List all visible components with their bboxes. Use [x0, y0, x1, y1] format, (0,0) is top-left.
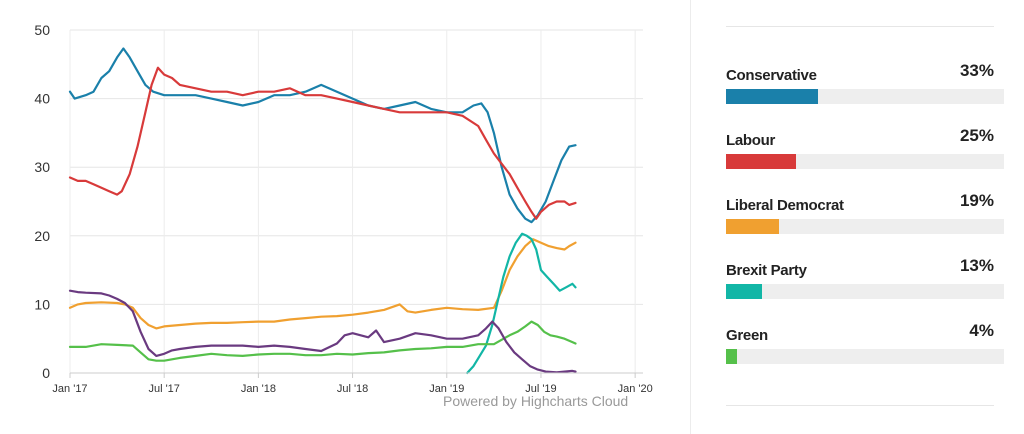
party-percent: 19%: [959, 191, 994, 210]
y-tick-label: 10: [34, 296, 50, 312]
percent-bar-fill: [726, 349, 737, 364]
series-layer: [68, 47, 577, 375]
party-name: Labour: [726, 132, 776, 149]
axis-layer: 0 10 20 30 40 50 Jan '17 Jul '17 Jan '18 Jul '18 J…: [34, 22, 652, 395]
panel-divider: [690, 0, 691, 434]
x-tick-label: Jan '18: [241, 383, 276, 395]
percent-bar-track: [726, 349, 1004, 364]
grid-layer: [69, 29, 643, 374]
highcharts-credits[interactable]: Powered by Highcharts Cloud: [443, 393, 629, 409]
series-line-green[interactable]: [68, 320, 577, 362]
poll-tracker-chart: 0 10 20 30 40 50 Jan '17 Jul '17 Jan '18 Jul '18 J…: [34, 22, 652, 395]
party-percent: 33%: [959, 61, 994, 80]
party-row-labour: Labour 25%: [726, 126, 1004, 182]
party-row-conservative: Conservative 33%: [726, 61, 1004, 117]
x-tick-label: Jan '20: [618, 383, 653, 395]
series-line-labour[interactable]: [68, 66, 577, 220]
percent-bar-fill: [726, 219, 779, 234]
party-name: Green: [726, 327, 768, 344]
y-tick-label: 20: [34, 228, 50, 244]
party-row-green: Green 4%: [726, 321, 1004, 377]
party-percent: 25%: [959, 126, 994, 145]
x-tick-label: Jan '19: [429, 383, 464, 395]
percent-bar-track: [726, 89, 1004, 104]
percent-bar-track: [726, 219, 1004, 234]
party-name: Conservative: [726, 67, 817, 84]
party-name: Liberal Democrat: [726, 197, 844, 214]
percent-bar-fill: [726, 89, 818, 104]
x-tick-label: Jan '17: [52, 383, 87, 395]
summary-panel: Conservative 33% Labour 25% Liberal Democrat…: [691, 0, 1024, 434]
party-percent: 4%: [969, 321, 994, 340]
y-tick-label: 40: [34, 91, 50, 107]
percent-bar-fill: [726, 154, 796, 169]
summary-top-divider: [726, 26, 994, 27]
x-tick-label: Jul '17: [148, 383, 179, 395]
series-line-liberal-democrat[interactable]: [68, 238, 577, 330]
party-row-liberal-democrat: Liberal Democrat 19%: [726, 191, 1004, 247]
percent-bar-track: [726, 154, 1004, 169]
series-line-conservative[interactable]: [68, 47, 577, 224]
series-line-ukip[interactable]: [68, 289, 577, 374]
party-percent: 13%: [959, 256, 994, 275]
x-tick-label: Jul '19: [525, 383, 556, 395]
party-name: Brexit Party: [726, 262, 807, 279]
x-tick-label: Jul '18: [337, 383, 368, 395]
series-line-brexit-party[interactable]: [466, 232, 577, 375]
y-tick-label: 50: [34, 22, 50, 38]
y-tick-label: 30: [34, 159, 50, 175]
party-row-brexit-party: Brexit Party 13%: [726, 256, 1004, 312]
percent-bar-track: [726, 284, 1004, 299]
summary-bottom-divider: [726, 405, 994, 406]
chart-panel: 0 10 20 30 40 50 Jan '17 Jul '17 Jan '18 Jul '18 J…: [34, 22, 653, 409]
percent-bar-fill: [726, 284, 762, 299]
y-tick-label: 0: [42, 365, 50, 381]
